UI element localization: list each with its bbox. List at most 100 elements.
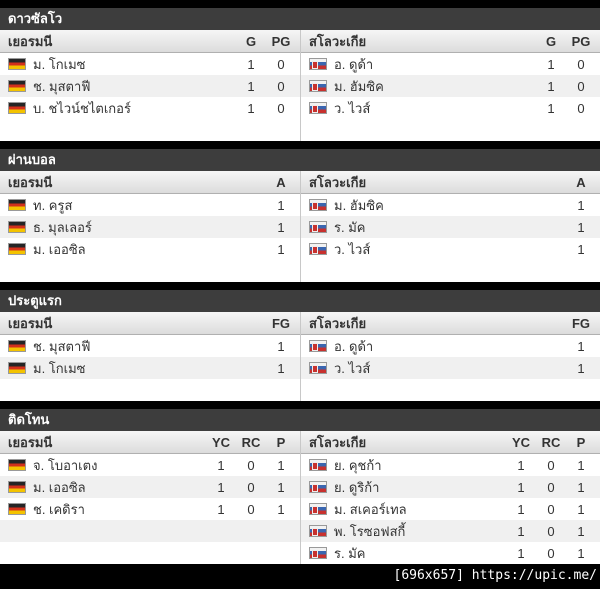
stat-value: 1 [277, 219, 285, 235]
section-tables: เยอรมนี YC RC P จ. โบอาเตง 1 0 1 ม. เออซ… [0, 431, 600, 564]
player-name: ช. เคดิรา [33, 501, 85, 517]
stat-value: 1 [247, 100, 255, 116]
player-name: อ. ดูด้า [334, 56, 374, 72]
germany-flag-icon [8, 102, 26, 114]
column-header-rc: RC [541, 434, 561, 450]
column-header-p: P [276, 434, 286, 450]
player-name: ท. ครูส [33, 197, 73, 213]
stat-value: 1 [577, 545, 585, 561]
table-header: เยอรมนี G PG [0, 30, 300, 53]
panel-padding [301, 119, 600, 141]
stat-value: 1 [277, 457, 285, 473]
player-name: ช. มุสตาฟี [33, 338, 91, 354]
germany-flag-icon [8, 340, 26, 352]
column-header-a: A [276, 174, 286, 190]
player-row: พ. โรซอฟสกี้ 1 0 1 [301, 520, 600, 542]
team-name: สโลวะเกีย [309, 434, 367, 450]
column-header-g: G [545, 33, 557, 49]
table-header: สโลวะเกีย G PG [301, 30, 600, 53]
player-name: ม. สเคอร์เทล [334, 501, 407, 517]
stat-value: 0 [547, 479, 555, 495]
section-cards: ติดโทน เยอรมนี YC RC P จ. โบอาเตง 1 0 1 [0, 409, 600, 564]
stat-value: 1 [577, 338, 585, 354]
germany-flag-icon [8, 481, 26, 493]
player-name: ม. โกเมซ [33, 360, 86, 376]
stat-value: 1 [217, 501, 225, 517]
slovakia-flag-icon [309, 58, 327, 70]
stat-value: 0 [547, 457, 555, 473]
player-row: อ. ดูด้า 1 0 [301, 53, 600, 75]
empty-row [0, 542, 300, 564]
team-name: เยอรมนี [8, 174, 53, 190]
watermark: [696x657] https://upic.me/ [0, 564, 600, 589]
team-name: เยอรมนี [8, 315, 53, 331]
stat-value: 1 [577, 479, 585, 495]
team-name: เยอรมนี [8, 434, 53, 450]
player-row: ม. เออซิล 1 0 1 [0, 476, 300, 498]
stat-value: 1 [547, 78, 555, 94]
slovakia-flag-icon [309, 547, 327, 559]
team-name: เยอรมนี [8, 33, 53, 49]
germany-flag-icon [8, 459, 26, 471]
stat-value: 1 [577, 241, 585, 257]
slovakia-flag-icon [309, 459, 327, 471]
stat-value: 1 [577, 197, 585, 213]
stat-value: 0 [277, 78, 285, 94]
section-title: ติดโทน [0, 409, 600, 431]
stat-value: 1 [577, 523, 585, 539]
player-name: ร. มัค [334, 545, 366, 561]
column-header-yc: YC [211, 434, 231, 450]
player-row: จ. โบอาเตง 1 0 1 [0, 454, 300, 476]
stat-value: 1 [217, 479, 225, 495]
slovakia-flag-icon [309, 221, 327, 233]
panel-padding [301, 379, 600, 401]
section-title: ประตูแรก [0, 290, 600, 312]
team-name: สโลวะเกีย [309, 174, 367, 190]
section-assists: ผ่านบอล เยอรมนี A ท. ครูส 1 ธ. มุลเลอร์ … [0, 149, 600, 282]
player-name: ร. มัค [334, 219, 366, 235]
team-name: สโลวะเกีย [309, 315, 367, 331]
stat-value: 1 [517, 479, 525, 495]
player-name: ว. ไวส์ [334, 100, 371, 116]
player-name: บ. ชไวน์ชไตเกอร์ [33, 100, 131, 116]
table-header: สโลวะเกีย YC RC P [301, 431, 600, 454]
panel-padding [0, 379, 300, 401]
player-row: ร. มัค 1 [301, 216, 600, 238]
stat-value: 0 [247, 479, 255, 495]
player-row: ว. ไวส์ 1 [301, 238, 600, 260]
player-name: อ. ดูด้า [334, 338, 374, 354]
stat-value: 0 [247, 501, 255, 517]
stat-value: 1 [277, 197, 285, 213]
stat-value: 0 [547, 501, 555, 517]
player-name: ธ. มุลเลอร์ [33, 219, 92, 235]
away-table: สโลวะเกีย G PG อ. ดูด้า 1 0 ม. ฮัมซิค 1 … [300, 30, 600, 141]
slovakia-flag-icon [309, 481, 327, 493]
player-row: ม. สเคอร์เทล 1 0 1 [301, 498, 600, 520]
empty-row [0, 520, 300, 542]
slovakia-flag-icon [309, 102, 327, 114]
player-name: ว. ไวส์ [334, 241, 371, 257]
stat-value: 1 [547, 56, 555, 72]
slovakia-flag-icon [309, 243, 327, 255]
stat-value: 0 [547, 523, 555, 539]
panel-padding [0, 260, 300, 282]
stat-value: 1 [517, 545, 525, 561]
stat-value: 1 [277, 338, 285, 354]
stat-value: 0 [247, 457, 255, 473]
stat-value: 0 [577, 56, 585, 72]
table-header: เยอรมนี A [0, 171, 300, 194]
player-name: ม. เออซิล [33, 241, 86, 257]
home-table: เยอรมนี FG ช. มุสตาฟี 1 ม. โกเมซ 1 [0, 312, 300, 401]
stat-value: 0 [277, 100, 285, 116]
player-row: ช. มุสตาฟี 1 0 [0, 75, 300, 97]
germany-flag-icon [8, 503, 26, 515]
player-row: บ. ชไวน์ชไตเกอร์ 1 0 [0, 97, 300, 119]
germany-flag-icon [8, 58, 26, 70]
stat-value: 1 [277, 479, 285, 495]
player-row: ว. ไวส์ 1 [301, 357, 600, 379]
table-header: เยอรมนี FG [0, 312, 300, 335]
germany-flag-icon [8, 80, 26, 92]
section-title: ผ่านบอล [0, 149, 600, 171]
player-row: อ. ดูด้า 1 [301, 335, 600, 357]
stat-value: 0 [577, 78, 585, 94]
